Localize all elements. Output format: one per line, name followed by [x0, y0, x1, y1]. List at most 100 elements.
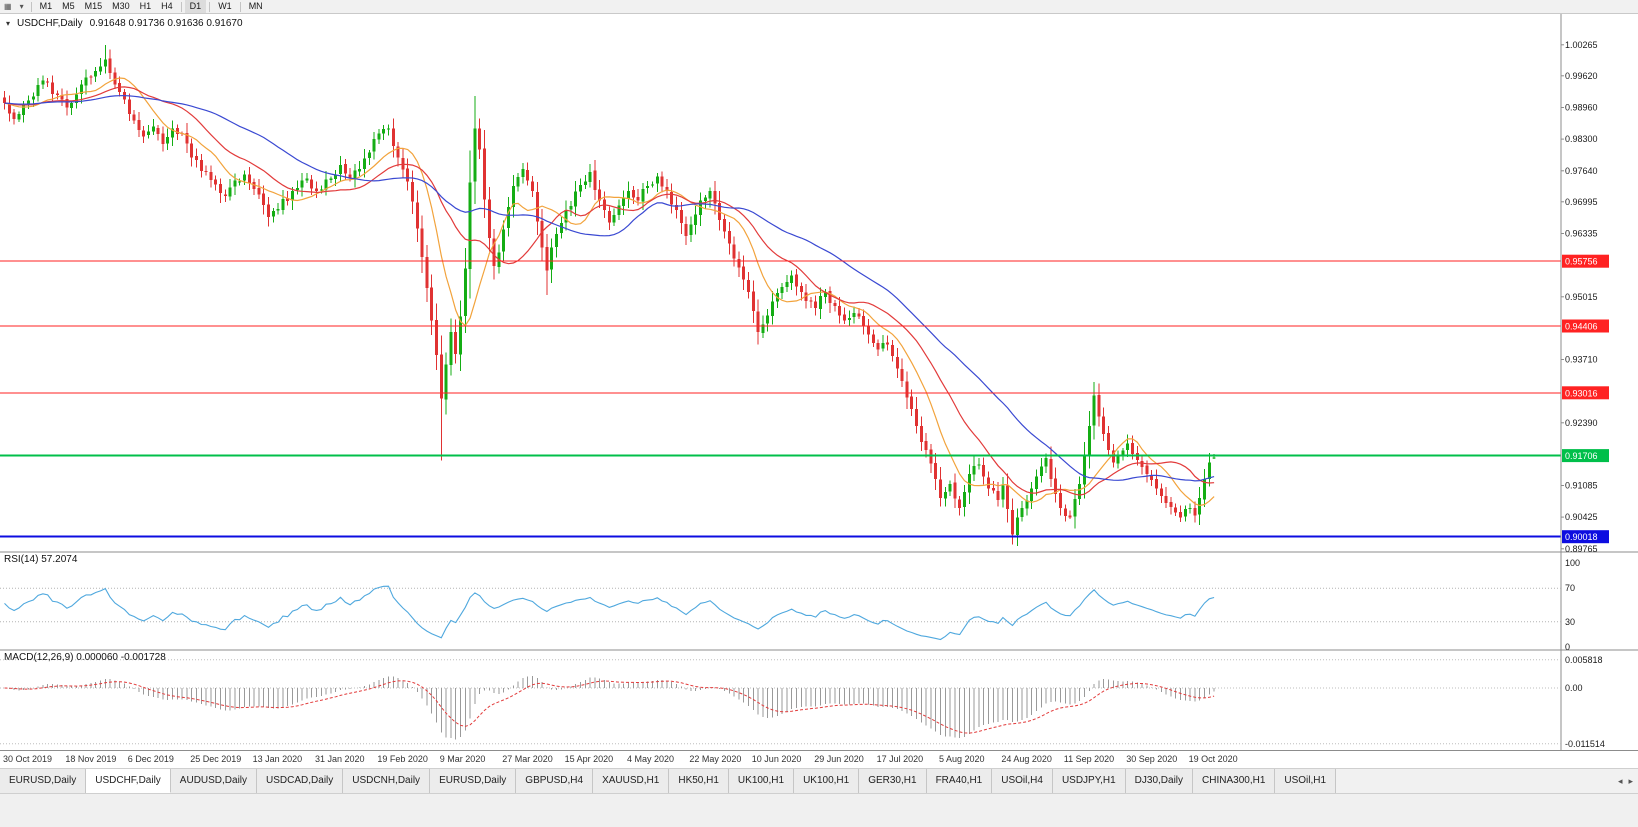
tab-scroll-left-button[interactable]: ◂: [1617, 775, 1623, 786]
chart-tab-fra40-h1[interactable]: FRA40,H1: [926, 769, 993, 793]
chart-tab-usdcnh-daily[interactable]: USDCNH,Daily: [343, 769, 431, 793]
toolbar-separator: [180, 1, 182, 12]
date-label: 29 Jun 2020: [814, 754, 864, 764]
macd-histogram: [8, 675, 1215, 740]
price-tick-label: 0.98300: [1565, 134, 1598, 144]
date-label: 19 Feb 2020: [377, 754, 428, 764]
chart-tab-china300-h1[interactable]: CHINA300,H1: [1193, 769, 1276, 793]
macd-indicator-label: MACD(12,26,9) 0.000060 -0.001728: [4, 652, 166, 663]
chart-title: ▾ USDCHF,Daily 0.91648 0.91736 0.91636 0…: [6, 18, 243, 29]
time-axis: 30 Oct 2019 18 Nov 2019 6 Dec 2019 25 Dec 2…: [0, 750, 1638, 768]
date-label: 24 Aug 2020: [1001, 754, 1052, 764]
timeframe-button-m30[interactable]: M30: [112, 1, 130, 11]
rsi-indicator-label: RSI(14) 57.2074: [4, 554, 78, 565]
chart-tab-hk50-h1[interactable]: HK50,H1: [669, 769, 729, 793]
macd-tick-label: 0.00: [1565, 683, 1583, 693]
macd-signal-line: [4, 680, 1215, 734]
timeframe-button-h4[interactable]: H4: [161, 1, 173, 11]
chart-tab-eurusd-daily[interactable]: EURUSD,Daily: [430, 769, 517, 793]
rsi-tick-label: 70: [1565, 583, 1575, 593]
moving-average-10: [4, 77, 1215, 507]
date-label: 4 May 2020: [627, 754, 675, 764]
price-line-box: [1562, 449, 1609, 463]
chart-window: 1.00265 0.99620 0.98960 0.98300 0.97640 0.969…: [0, 14, 1638, 750]
toolbar: ▦ ▾ M1 M5 M15 M30 H1 H4 D1 W1 MN: [0, 0, 1638, 14]
chart-tab-usdjpy-h1[interactable]: USDJPY,H1: [1052, 769, 1126, 793]
tab-scroll-controls: ◂ ▸: [1613, 769, 1638, 793]
price-line-label: 0.90018: [1565, 532, 1598, 542]
chart-tab-uk100-h1[interactable]: UK100,H1: [794, 769, 860, 793]
timeframe-button-group: M1 M5 M15 M30 H1 H4 D1 W1 MN: [35, 0, 268, 13]
chart-tab-audusd-daily[interactable]: AUDUSD,Daily: [170, 769, 258, 793]
price-line-label: 0.95756: [1565, 257, 1598, 267]
price-line-label: 0.94406: [1565, 322, 1598, 332]
price-line-label: 0.91706: [1565, 451, 1598, 461]
chart-ohlc-values: 0.91648 0.91736 0.91636 0.91670: [89, 18, 243, 29]
macd-tick-label: -0.011514: [1565, 739, 1605, 749]
status-bar: [0, 793, 1638, 827]
date-label: 18 Nov 2019: [65, 754, 117, 764]
rsi-tick-label: 0: [1565, 642, 1570, 652]
toolbar-separator: [239, 1, 241, 12]
chart-tab-usoil-h1[interactable]: USOil,H1: [1275, 769, 1337, 793]
chart-tab-ger30-h1[interactable]: GER30,H1: [859, 769, 927, 793]
price-tick-label: 0.96995: [1565, 197, 1598, 207]
date-label: 15 Apr 2020: [564, 754, 614, 764]
chart-tab-dj30-daily[interactable]: DJ30,Daily: [1125, 769, 1194, 793]
chart-type-icon[interactable]: ▦: [4, 2, 12, 11]
tab-scroll-right-button[interactable]: ▸: [1628, 775, 1633, 786]
chart-tab-xauusd-h1[interactable]: XAUUSD,H1: [593, 769, 670, 793]
chart-tab-gbpusd-h4[interactable]: GBPUSD,H4: [516, 769, 594, 793]
chart-tab-eurusd-daily[interactable]: EURUSD,Daily: [0, 769, 87, 793]
chart-tab-usdchf-daily[interactable]: USDCHF,Daily: [86, 769, 171, 793]
chart-symbol-period: USDCHF,Daily: [17, 18, 83, 29]
chart-tab-usoil-h4[interactable]: USOil,H4: [992, 769, 1053, 793]
price-tick-label: 0.93710: [1565, 355, 1598, 365]
chart-tab-usdcad-daily[interactable]: USDCAD,Daily: [257, 769, 344, 793]
toolbar-separator: [30, 1, 32, 12]
date-label: 10 Jun 2020: [751, 754, 802, 764]
chart-tab-uk100-h1[interactable]: UK100,H1: [728, 769, 795, 793]
chart-tabs: EURUSD,Daily USDCHF,Daily AUDUSD,Daily USDC…: [0, 769, 1613, 793]
timeframe-button-w1[interactable]: W1: [218, 1, 232, 11]
price-tick-label: 1.00265: [1565, 40, 1598, 50]
moving-average-21: [4, 86, 1215, 496]
macd-tick-label: 0.005818: [1565, 655, 1603, 665]
timeframe-button-m15[interactable]: M15: [84, 1, 103, 11]
price-line-box: [1562, 386, 1609, 400]
chart-marker-icon: ▾: [6, 19, 11, 28]
price-tick-label: 0.98960: [1565, 103, 1598, 113]
chart-type-dropdown-icon[interactable]: ▾: [19, 2, 24, 11]
date-label: 22 May 2020: [689, 754, 742, 764]
chart-plot[interactable]: 1.00265 0.99620 0.98960 0.98300 0.97640 0.969…: [0, 14, 1638, 750]
timeframe-button-m5[interactable]: M5: [62, 1, 75, 11]
date-label: 30 Oct 2019: [3, 754, 53, 764]
rsi-tick-label: 100: [1565, 558, 1580, 568]
date-label: 11 Sep 2020: [1063, 754, 1115, 764]
price-line-box: [1562, 319, 1609, 333]
timeframe-button-h1[interactable]: H1: [139, 1, 152, 11]
chart-tab-bar: EURUSD,Daily USDCHF,Daily AUDUSD,Daily USDC…: [0, 768, 1638, 793]
date-label: 5 Aug 2020: [939, 754, 985, 764]
date-label: 6 Dec 2019: [127, 754, 174, 764]
rsi-tick-label: 30: [1565, 617, 1575, 627]
price-line-box: [1562, 530, 1609, 544]
price-tick-label: 0.90425: [1565, 512, 1598, 522]
price-line-box: [1562, 254, 1609, 268]
moving-average-40: [4, 94, 1215, 482]
date-label: 31 Jan 2020: [315, 754, 365, 764]
timeframe-button-d1[interactable]: D1: [184, 0, 207, 13]
toolbar-separator: [209, 1, 211, 12]
price-tick-label: 0.92390: [1565, 418, 1598, 428]
date-label: 30 Sep 2020: [1126, 754, 1178, 764]
price-tick-label: 0.89765: [1565, 544, 1598, 554]
price-tick-label: 0.97640: [1565, 166, 1598, 176]
price-tick-label: 0.96335: [1565, 229, 1598, 239]
timeframe-button-m1[interactable]: M1: [39, 1, 53, 11]
price-tick-label: 0.99620: [1565, 71, 1598, 81]
price-line-label: 0.93016: [1565, 388, 1598, 398]
date-label: 25 Dec 2019: [190, 754, 242, 764]
candles: [3, 44, 1216, 546]
timeframe-button-mn[interactable]: MN: [248, 1, 263, 11]
